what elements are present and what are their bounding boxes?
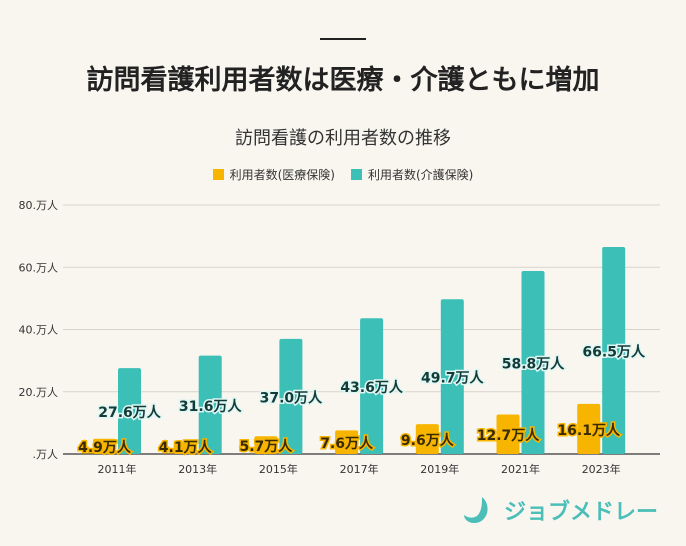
y-tick-label: 80.万人 xyxy=(19,199,59,212)
x-tick-label: 2023年 xyxy=(582,462,621,476)
bar-medical xyxy=(335,430,359,454)
logo-icon xyxy=(464,497,488,523)
bar-care xyxy=(198,355,222,454)
legend-swatch xyxy=(212,169,224,180)
data-label: 58.8万人 xyxy=(502,355,566,372)
x-tick-label: 2021年 xyxy=(501,462,540,476)
y-tick-label: 60.万人 xyxy=(19,261,59,274)
data-label: 27.6万人 xyxy=(98,404,162,421)
data-label: 12.7万人 xyxy=(477,427,541,444)
x-tick-label: 2019年 xyxy=(420,462,459,476)
logo: ジョブメドレー xyxy=(462,494,658,526)
bar-medical xyxy=(415,424,439,454)
bar-care xyxy=(279,338,303,454)
page-title: 訪問看護利用者数は医療・介護ともに増加 xyxy=(86,65,600,96)
legend-label: 利用者数(医療保険) xyxy=(229,168,335,182)
data-label: 7.6万人 xyxy=(320,435,374,452)
data-label: 31.6万人 xyxy=(179,398,243,415)
bar-medical xyxy=(496,414,520,454)
bar-medical xyxy=(254,436,278,454)
bar-medical xyxy=(173,441,197,454)
x-tick-label: 2013年 xyxy=(178,462,217,476)
y-tick-label: .万人 xyxy=(33,448,59,461)
logo-text: ジョブメドレー xyxy=(504,500,659,525)
legend-item-medical: 利用者数(医療保険) xyxy=(212,166,335,183)
bar-medical xyxy=(577,403,601,454)
data-label: 37.0万人 xyxy=(260,389,324,406)
data-label: 43.6万人 xyxy=(340,379,404,396)
title-rule xyxy=(320,38,366,40)
legend-item-care: 利用者数(介護保険) xyxy=(351,166,473,183)
y-tick-label: 20.万人 xyxy=(19,386,59,399)
legend-label: 利用者数(介護保険) xyxy=(368,168,474,182)
bar-care xyxy=(602,247,626,454)
bar-care xyxy=(440,299,464,454)
data-label: 4.1万人 xyxy=(159,439,213,456)
bar-medical xyxy=(93,438,116,454)
data-label: 66.5万人 xyxy=(582,344,646,361)
x-tick-label: 2017年 xyxy=(340,462,379,476)
x-tick-label: 2015年 xyxy=(259,462,298,476)
legend: 利用者数(医療保険) 利用者数(介護保険) xyxy=(0,166,686,183)
bar-care xyxy=(521,270,545,454)
y-tick-label: 40.万人 xyxy=(19,324,59,337)
data-label: 49.7万人 xyxy=(421,370,485,387)
chart-title: 訪問看護の利用者数の推移 xyxy=(235,128,451,149)
data-label: 4.9万人 xyxy=(78,439,132,456)
legend-swatch xyxy=(351,169,362,180)
bar-care xyxy=(360,318,384,454)
data-label: 9.6万人 xyxy=(401,432,455,449)
bar-care xyxy=(118,368,141,454)
data-label: 5.7万人 xyxy=(239,438,293,455)
x-tick-label: 2011年 xyxy=(98,462,137,476)
data-label: 16.1万人 xyxy=(557,422,621,439)
